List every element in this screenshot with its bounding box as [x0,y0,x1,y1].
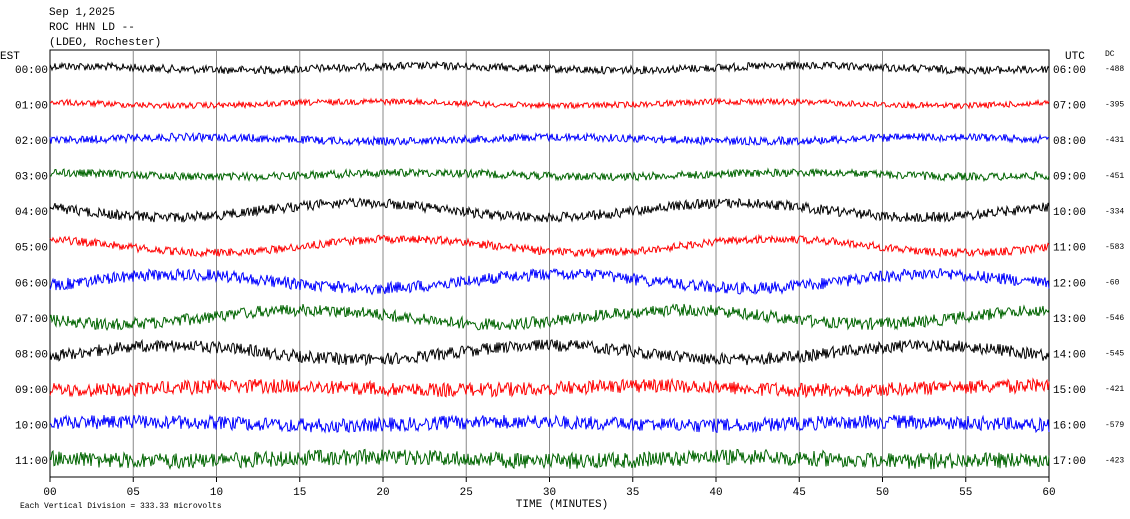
trace [49,60,1050,76]
x-tick-label: 55 [959,487,972,499]
utc-label: 11:00 [1053,243,1086,255]
trace [49,303,1050,332]
x-axis-title: TIME (MINUTES) [516,499,608,511]
x-tick-label: 05 [127,487,140,499]
x-tick-label: 30 [543,487,556,499]
utc-label: 14:00 [1053,349,1086,361]
date: Sep 1,2025 [49,7,115,19]
dc-value: -60 [1105,279,1120,288]
est-label: 08:00 [15,349,48,361]
dc-value: -423 [1105,456,1124,465]
station: ROC HHN LD -- [49,22,135,34]
est-label: 07:00 [15,314,48,326]
x-tick-label: 50 [876,487,889,499]
est-label: 09:00 [15,385,48,397]
trace [49,131,1050,147]
dc-value: -395 [1105,101,1124,110]
utc-label: 06:00 [1053,65,1086,77]
est-title: EST [0,51,20,63]
dc-value: -431 [1105,136,1124,145]
dc-value: -546 [1105,314,1124,323]
trace [49,377,1050,399]
utc-title: UTC [1065,51,1085,63]
x-tick-label: 45 [793,487,806,499]
trace [49,197,1050,223]
dc-value: -488 [1105,65,1124,74]
trace [49,414,1050,434]
utc-label: 12:00 [1053,278,1086,290]
est-label: 10:00 [15,421,48,433]
utc-label: 13:00 [1053,314,1086,326]
trace [49,448,1050,471]
utc-label: 10:00 [1053,207,1086,219]
dc-value: -451 [1105,172,1124,181]
x-tick-label: 60 [1042,487,1055,499]
location: (LDEO, Rochester) [49,37,161,49]
x-tick-label: 10 [210,487,223,499]
utc-label: 17:00 [1053,456,1086,468]
est-label: 00:00 [15,65,48,77]
dc-value: -421 [1105,385,1124,394]
trace [49,338,1050,367]
trace [49,233,1050,259]
est-label: 11:00 [15,456,48,468]
dc-value: -334 [1105,207,1124,216]
dc-value: -545 [1105,350,1124,359]
x-tick-label: 40 [709,487,722,499]
trace [49,97,1050,111]
x-tick-label: 00 [43,487,56,499]
dc-value: -583 [1105,243,1124,252]
footer: Each Vertical Division = 333.33 microvol… [20,502,222,511]
est-label: 01:00 [15,100,48,112]
trace [49,267,1050,296]
x-tick-label: 25 [460,487,473,499]
x-tick-label: 15 [293,487,306,499]
est-label: 03:00 [15,172,48,184]
utc-label: 08:00 [1053,136,1086,148]
dc-value: -579 [1105,421,1124,430]
dc-title: DC [1105,50,1115,59]
x-tick-label: 20 [376,487,389,499]
est-label: 02:00 [15,136,48,148]
x-tick-label: 35 [626,487,639,499]
utc-label: 15:00 [1053,385,1086,397]
trace [49,167,1050,183]
utc-label: 09:00 [1053,172,1086,184]
utc-label: 16:00 [1053,421,1086,433]
est-label: 05:00 [15,243,48,255]
est-label: 06:00 [15,278,48,290]
utc-label: 07:00 [1053,100,1086,112]
est-label: 04:00 [15,207,48,219]
